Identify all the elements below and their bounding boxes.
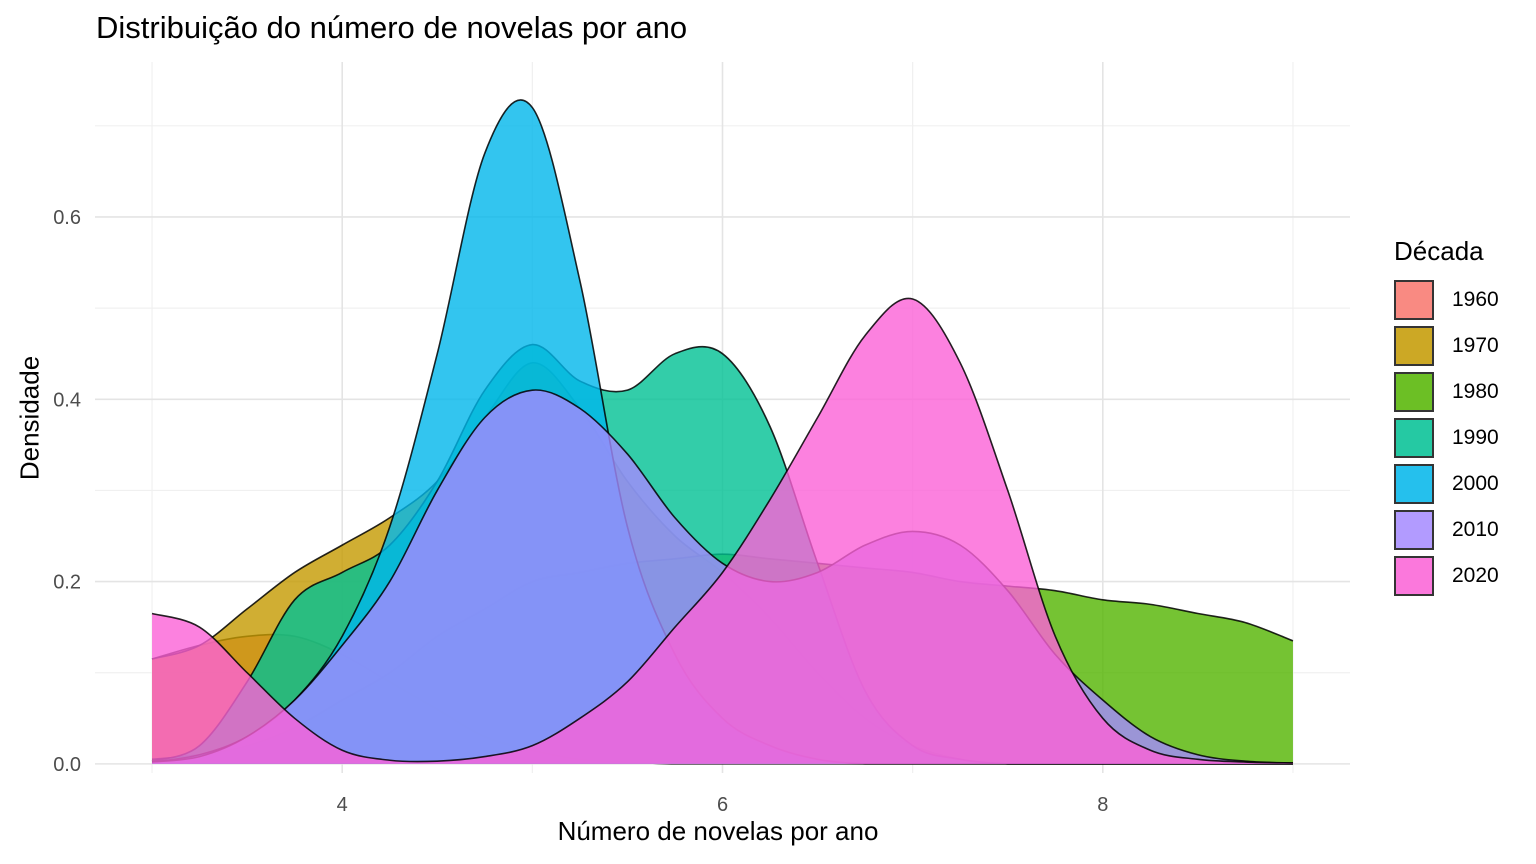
density-areas xyxy=(151,99,1294,765)
legend-item-1970: 1970 xyxy=(1394,323,1499,369)
x-tick-label: 6 xyxy=(717,794,728,816)
legend-item-1990: 1990 xyxy=(1394,415,1499,461)
legend-item-2020: 2020 xyxy=(1394,553,1499,599)
legend-item-2000: 2000 xyxy=(1394,461,1499,507)
y-tick-label: 0.4 xyxy=(53,389,81,411)
axis-ticks: 4 6 8 0.0 0.2 0.4 0.6 xyxy=(53,207,1108,816)
legend-key-swatch xyxy=(1394,326,1434,366)
density-outline-2010 xyxy=(151,389,1293,764)
legend-key-swatch xyxy=(1394,418,1434,458)
legend-key-swatch xyxy=(1394,280,1434,320)
y-tick-label: 0.6 xyxy=(53,207,81,229)
x-tick-label: 4 xyxy=(337,794,348,816)
legend-item-1960: 1960 xyxy=(1394,277,1499,323)
legend-key-swatch xyxy=(1394,510,1434,550)
density-area-2020 xyxy=(152,298,1293,764)
legend-label: 2000 xyxy=(1452,472,1499,495)
legend-label: 2020 xyxy=(1452,564,1499,587)
legend-label: 1990 xyxy=(1452,426,1499,449)
y-tick-label: 0.2 xyxy=(53,572,81,594)
legend-item-1980: 1980 xyxy=(1394,369,1499,415)
legend-key-swatch xyxy=(1394,372,1434,412)
legend-items: 1960 1970 1980 1990 2000 2010 2020 xyxy=(1394,277,1499,599)
legend-label: 2010 xyxy=(1452,518,1499,541)
x-tick-label: 8 xyxy=(1097,794,1108,816)
y-tick-label: 0.0 xyxy=(53,754,81,776)
legend-title: Década xyxy=(1394,236,1484,266)
legend-item-2010: 2010 xyxy=(1394,507,1499,553)
legend-label: 1960 xyxy=(1452,288,1499,311)
y-axis-title: Densidade xyxy=(14,355,45,481)
legend: Década 1960 1970 1980 1990 2000 2010 2020 xyxy=(1394,236,1499,599)
legend-key-swatch xyxy=(1394,556,1434,596)
x-axis-title: Número de novelas por ano xyxy=(557,816,879,846)
legend-label: 1970 xyxy=(1452,334,1499,357)
density-outline-2020 xyxy=(151,297,1293,764)
legend-key-swatch xyxy=(1394,464,1434,504)
chart-title: Distribuição do número de novelas por an… xyxy=(96,10,688,45)
legend-label: 1980 xyxy=(1452,380,1499,403)
